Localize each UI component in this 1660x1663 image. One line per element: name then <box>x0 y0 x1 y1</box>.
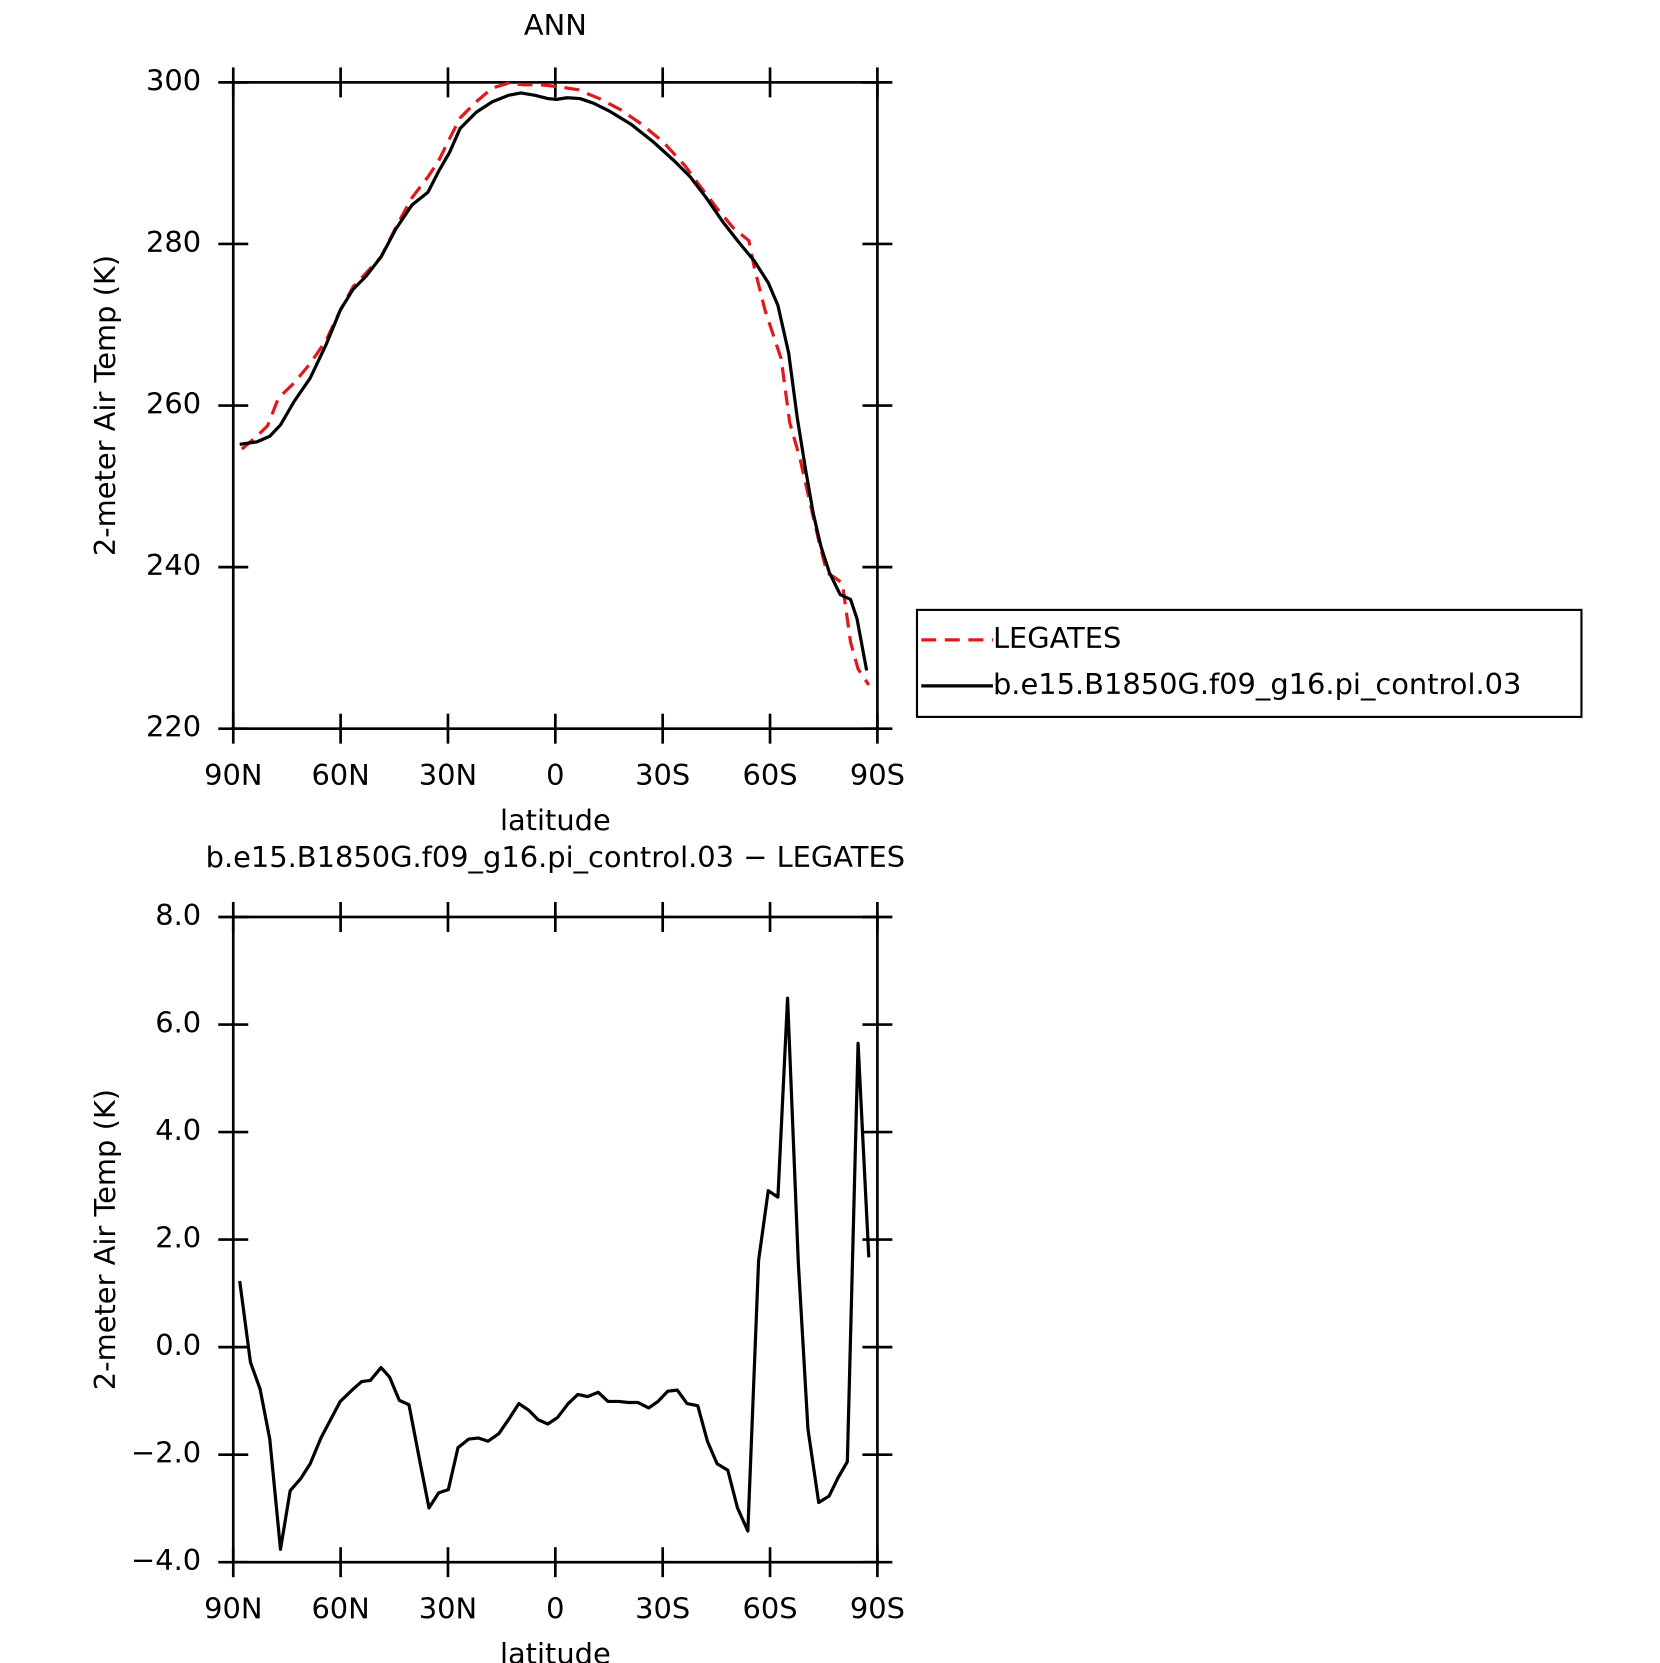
x-tick-label: 30S <box>635 758 690 792</box>
y-tick-label: −2.0 <box>131 1436 201 1470</box>
x-tick-label: 0 <box>546 1591 564 1625</box>
x-tick-label: 0 <box>546 758 564 792</box>
y-tick-label: 2.0 <box>155 1221 201 1255</box>
x-tick-label: 90S <box>850 758 905 792</box>
y-tick-label: 4.0 <box>155 1113 201 1147</box>
y-tick-label: 8.0 <box>155 898 201 932</box>
x-tick-label: 60N <box>311 1591 369 1625</box>
data-line <box>240 81 871 686</box>
data-line <box>239 91 869 671</box>
chart-title: b.e15.B1850G.f09_g16.pi_control.03 − LEG… <box>206 840 905 874</box>
x-tick-label: 30N <box>419 758 477 792</box>
y-tick-label: 240 <box>146 548 201 582</box>
legend-label: LEGATES <box>993 621 1121 655</box>
y-axis-label: 2-meter Air Temp (K) <box>88 1089 122 1390</box>
y-tick-label: 6.0 <box>155 1006 201 1040</box>
y-axis-label: 2-meter Air Temp (K) <box>88 255 122 556</box>
data-line <box>238 996 871 1551</box>
plot-frame <box>231 81 879 731</box>
legend-label: b.e15.B1850G.f09_g16.pi_control.03 <box>993 667 1521 701</box>
x-tick-label: 90S <box>850 1591 905 1625</box>
x-tick-label: 60N <box>311 758 369 792</box>
plot-frame <box>231 915 879 1564</box>
x-tick-label: 60S <box>743 1591 798 1625</box>
x-tick-label: 30N <box>419 1591 477 1625</box>
y-tick-label: 220 <box>146 710 201 744</box>
x-tick-label: 60S <box>743 758 798 792</box>
x-axis-label: latitude <box>500 803 611 837</box>
x-tick-label: 90N <box>204 1591 262 1625</box>
x-tick-label: 90N <box>204 758 262 792</box>
y-tick-label: 260 <box>146 387 201 421</box>
x-tick-label: 30S <box>635 1591 690 1625</box>
y-tick-label: 0.0 <box>155 1328 201 1362</box>
plot-area: ANN latitude 2-meter Air Temp (K) 220 240 260… <box>88 8 1583 1663</box>
x-axis-label: latitude <box>500 1636 611 1663</box>
legend-box <box>915 608 1583 718</box>
y-tick-label: 300 <box>146 63 201 97</box>
chart-title: ANN <box>524 8 587 42</box>
y-tick-label: 280 <box>146 225 201 259</box>
y-tick-label: −4.0 <box>131 1543 201 1577</box>
